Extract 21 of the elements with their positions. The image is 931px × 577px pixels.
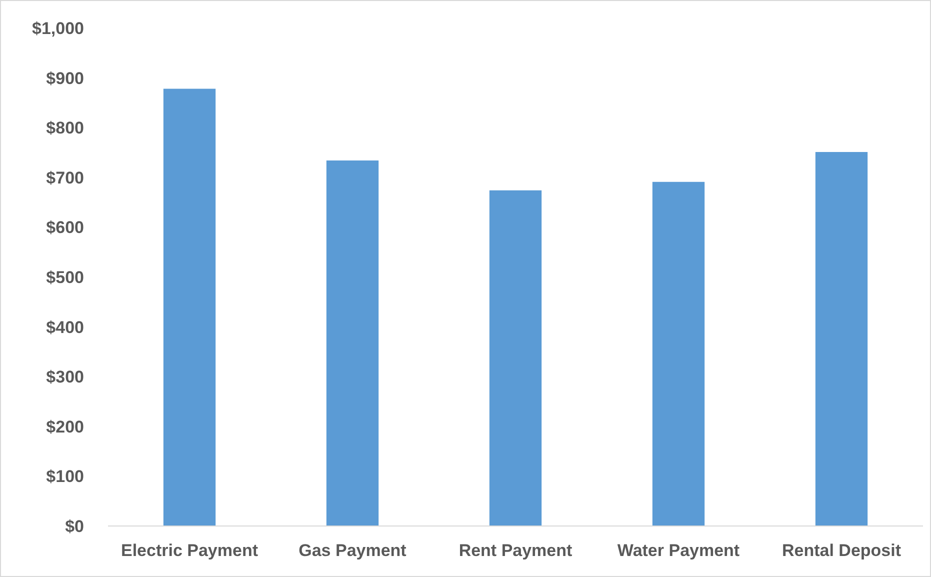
x-tick-label: Rent Payment — [458, 541, 573, 560]
bar — [163, 88, 216, 526]
bar — [815, 152, 868, 526]
x-tick-label: Rental Deposit — [782, 541, 902, 560]
y-tick-label: $500 — [46, 268, 84, 287]
x-tick-label: Electric Payment — [120, 541, 258, 560]
y-tick-label: $600 — [46, 218, 84, 238]
x-tick-label: Water Payment — [617, 541, 740, 560]
y-tick-label: $200 — [46, 417, 84, 436]
y-tick-label: $900 — [46, 68, 84, 88]
bar — [326, 160, 379, 526]
bar — [489, 190, 542, 526]
y-tick-label: $0 — [65, 516, 84, 536]
y-tick-label: $100 — [46, 467, 84, 486]
y-tick-label: $800 — [46, 118, 84, 138]
y-tick-label: $400 — [46, 318, 84, 337]
y-tick-label: $1,000 — [32, 18, 84, 38]
y-tick-label: $300 — [46, 368, 84, 387]
bar — [652, 182, 705, 526]
x-tick-label: Gas Payment — [298, 541, 407, 560]
y-tick-label: $700 — [46, 168, 84, 188]
